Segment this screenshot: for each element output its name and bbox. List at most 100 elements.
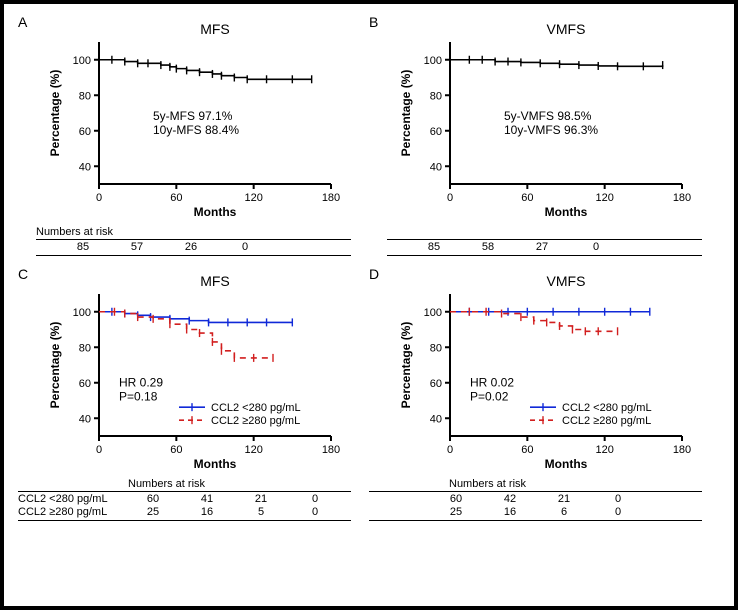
risk-cell: 26 [164,241,218,253]
annot-line: 10y-VMFS 96.3% [504,123,598,137]
risk-cell: 85 [407,241,461,253]
risk-title-spacer [387,226,720,238]
svg-text:Percentage (%): Percentage (%) [48,70,62,157]
svg-text:60: 60 [170,444,182,456]
svg-text:Percentage (%): Percentage (%) [48,322,62,409]
risk-cell: 25 [126,506,180,518]
risk-row: CCL2 <280 pg/mL6041210 [18,493,351,505]
svg-text:Months: Months [193,457,236,471]
chart-title: VMFS [546,273,585,289]
svg-text:Months: Months [193,205,236,219]
svg-text:60: 60 [78,126,90,138]
risk-cell: 0 [591,506,645,518]
svg-text:100: 100 [423,55,441,67]
svg-text:40: 40 [78,161,90,173]
panel-B: B VMFS406080100060120180MonthsPercentage… [369,14,720,224]
panel-D: D VMFS406080100060120180MonthsPercentage… [369,266,720,476]
chart-title: MFS [200,273,230,289]
chart-mfs-by-ccl2: MFS406080100060120180MonthsPercentage (%… [39,266,349,476]
svg-text:40: 40 [78,413,90,425]
risk-row: 8557260 [56,241,351,253]
svg-text:60: 60 [429,126,441,138]
risk-block-C: Numbers at risk CCL2 <280 pg/mL6041210CC… [18,476,369,521]
chart-title: VMFS [546,21,585,37]
rule-line [369,520,702,521]
svg-text:100: 100 [72,307,90,319]
svg-text:40: 40 [429,161,441,173]
risk-title: Numbers at risk [128,478,369,490]
risk-rows-B: 8558270 [369,241,720,253]
p-text: P=0.02 [470,389,509,403]
hr-text: HR 0.02 [470,375,514,389]
risk-cell: 5 [234,506,288,518]
risk-row: 8558270 [407,241,702,253]
risk-cell: 16 [180,506,234,518]
rule-line [369,491,702,492]
km-curve-low [99,312,292,323]
risk-rows-C: CCL2 <280 pg/mL6041210CCL2 ≥280 pg/mL251… [18,493,369,518]
svg-text:120: 120 [244,192,262,204]
risk-cells: 8557260 [56,241,272,253]
risk-cell: 21 [537,493,591,505]
risk-cell: 0 [218,241,272,253]
svg-text:180: 180 [672,192,690,204]
svg-text:Months: Months [544,457,587,471]
risk-title: Numbers at risk [449,478,720,490]
svg-text:40: 40 [429,413,441,425]
risk-cell: 0 [569,241,623,253]
chart-vmfs-by-ccl2: VMFS406080100060120180MonthsPercentage (… [390,266,700,476]
risk-row-label: CCL2 ≥280 pg/mL [18,506,126,518]
svg-text:80: 80 [78,342,90,354]
svg-text:180: 180 [321,444,339,456]
figure-frame: A MFS406080100060120180MonthsPercentage … [0,0,738,610]
risk-block-A: Numbers at risk 8557260 [18,224,369,256]
rule-line [387,255,702,256]
chart-mfs-all: MFS406080100060120180MonthsPercentage (%… [39,14,349,224]
risk-cell: 25 [429,506,483,518]
risk-rows-D: 6042210251660 [369,493,720,518]
svg-text:0: 0 [95,444,101,456]
risk-bottom-row: Numbers at risk CCL2 <280 pg/mL6041210CC… [18,476,720,521]
risk-block-D: Numbers at risk 6042210251660 [369,476,720,521]
panel-letter-D: D [369,266,379,282]
risk-cell: 85 [56,241,110,253]
risk-cell: 60 [429,493,483,505]
risk-rows-A: 8557260 [18,241,369,253]
rule-line [36,255,351,256]
risk-cell: 42 [483,493,537,505]
risk-cell: 21 [234,493,288,505]
svg-text:Percentage (%): Percentage (%) [399,70,413,157]
svg-text:60: 60 [521,444,533,456]
panel-letter-C: C [18,266,28,282]
risk-title: Numbers at risk [36,226,369,238]
row-bottom: C MFS 40 60 80 100 0 60 120 180 Months Percentage … [18,266,720,476]
svg-text:120: 120 [595,444,613,456]
annot-line: 5y-VMFS 98.5% [504,109,592,123]
risk-row: CCL2 ≥280 pg/mL251650 [18,506,351,518]
svg-text:60: 60 [170,192,182,204]
svg-text:80: 80 [429,342,441,354]
risk-cell: 57 [110,241,164,253]
rule-line [36,239,351,240]
svg-text:0: 0 [446,192,452,204]
risk-cell: 16 [483,506,537,518]
svg-text:0: 0 [95,192,101,204]
svg-text:60: 60 [78,378,90,390]
rule-line [18,491,351,492]
risk-cells: 6041210 [126,493,342,505]
km-curve-all [99,60,312,80]
legend-label: CCL2 ≥280 pg/mL [211,415,300,427]
legend-label: CCL2 <280 pg/mL [562,402,652,414]
svg-text:Percentage (%): Percentage (%) [399,322,413,409]
chart-vmfs-all: VMFS406080100060120180MonthsPercentage (… [390,14,700,224]
svg-text:60: 60 [429,378,441,390]
risk-cell: 6 [537,506,591,518]
annot-line: 5y-MFS 97.1% [153,109,233,123]
svg-text:100: 100 [423,307,441,319]
risk-cell: 27 [515,241,569,253]
hr-text: HR 0.29 [119,375,163,389]
risk-row: 251660 [429,506,702,518]
risk-cells: 251650 [126,506,342,518]
risk-cells: 251660 [429,506,645,518]
svg-text:80: 80 [78,90,90,102]
